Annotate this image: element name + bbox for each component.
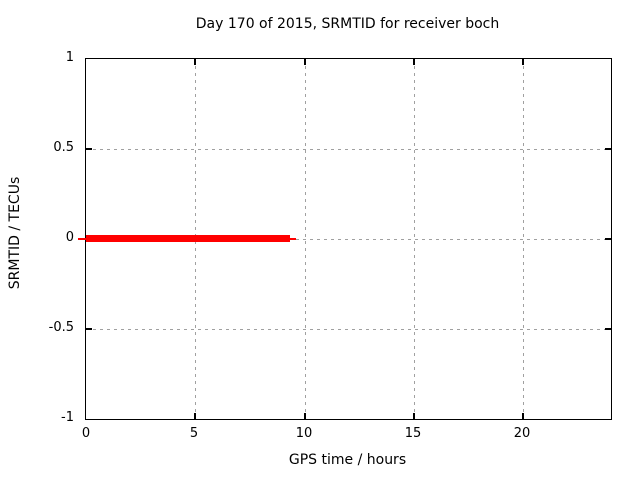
y-tick-label-0: 0 xyxy=(65,230,74,245)
tick-mark xyxy=(413,59,415,65)
y-axis-label: SRMTID / TECUs xyxy=(7,176,23,290)
x-tick-label-15: 15 xyxy=(404,426,422,441)
series-red-left-cap xyxy=(78,238,86,240)
gridline-x-10 xyxy=(305,59,306,419)
gridline-y--0.5 xyxy=(86,329,611,330)
tick-mark xyxy=(605,328,611,330)
tick-mark xyxy=(304,59,306,65)
chart-title: Day 170 of 2015, SRMTID for receiver boc… xyxy=(195,16,500,32)
tick-mark xyxy=(86,148,92,150)
gridline-y-0.5 xyxy=(86,149,611,150)
tick-mark xyxy=(413,413,415,419)
y-tick-label-0.5: 0.5 xyxy=(53,140,74,155)
series-red-right-cap xyxy=(290,238,296,240)
tick-mark xyxy=(86,328,92,330)
x-tick-label-0: 0 xyxy=(81,426,91,441)
tick-mark xyxy=(304,413,306,419)
tick-mark xyxy=(522,59,524,65)
y-tick-label--1: -1 xyxy=(61,410,74,425)
y-tick-label-1: 1 xyxy=(65,50,74,65)
x-tick-label-5: 5 xyxy=(189,426,199,441)
tick-mark xyxy=(194,413,196,419)
tick-mark xyxy=(522,413,524,419)
tick-mark xyxy=(605,238,611,240)
gridline-x-15 xyxy=(414,59,415,419)
x-axis-label: GPS time / hours xyxy=(288,452,407,468)
y-tick-label--0.5: -0.5 xyxy=(48,320,74,335)
x-tick-label-10: 10 xyxy=(295,426,313,441)
x-tick-label-20: 20 xyxy=(513,426,531,441)
tick-mark xyxy=(194,59,196,65)
gridline-y-0 xyxy=(86,239,611,240)
series-red-line xyxy=(86,235,290,242)
plot-area xyxy=(78,58,612,420)
tick-mark xyxy=(605,148,611,150)
gridline-x-20 xyxy=(523,59,524,419)
